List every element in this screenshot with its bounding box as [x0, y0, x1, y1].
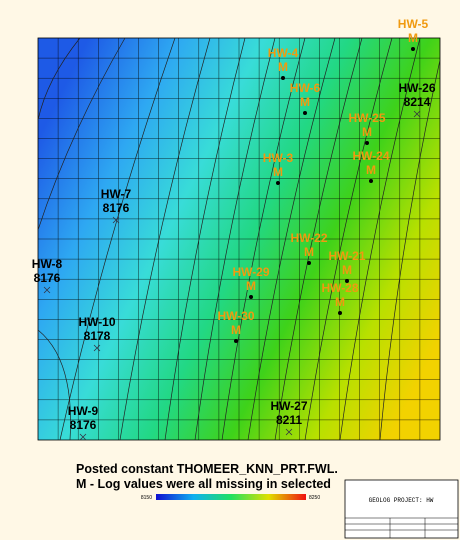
contour-line — [37, 37, 81, 121]
colorbar-max: 8250 — [309, 495, 320, 501]
well-value: M — [304, 245, 314, 259]
well-value: M — [335, 295, 345, 309]
well-value: M — [366, 163, 376, 177]
contour-line — [119, 37, 211, 441]
well-marker — [79, 433, 87, 441]
contour-line — [379, 59, 441, 441]
well-name: HW-6 — [290, 81, 321, 95]
well-marker — [369, 179, 373, 183]
well: HW-6M — [290, 81, 321, 115]
well-value: 8176 — [103, 201, 130, 215]
contour-line — [194, 37, 276, 441]
contour-line — [59, 37, 176, 441]
well-value: M — [408, 31, 418, 45]
contour-line — [274, 37, 363, 441]
contour-line — [339, 37, 421, 441]
well: HW-5M — [398, 17, 429, 51]
well-marker — [93, 344, 101, 352]
well-marker — [43, 286, 51, 294]
well-name: HW-3 — [263, 151, 294, 165]
well-marker — [338, 311, 342, 315]
well-name: HW-9 — [68, 404, 99, 418]
well-marker — [276, 181, 280, 185]
well: HW-28M — [321, 281, 359, 315]
well-marker — [234, 339, 238, 343]
grid — [38, 38, 440, 440]
caption-line: Posted constant THOMEER_KNN_PRT.FWL. — [76, 462, 338, 476]
well-marker — [411, 47, 415, 51]
well: HW-30M — [217, 309, 255, 343]
well-value: M — [300, 95, 310, 109]
well-name: HW-22 — [290, 231, 327, 245]
well-value: 8176 — [70, 418, 97, 432]
well-marker — [112, 216, 120, 224]
well-name: HW-27 — [270, 399, 307, 413]
well-name: HW-30 — [217, 309, 254, 323]
well-marker — [285, 428, 293, 436]
well: HW-24M — [352, 149, 390, 183]
well-value: M — [362, 125, 372, 139]
well-name: HW-21 — [328, 249, 365, 263]
well-value: M — [342, 263, 352, 277]
contour-line — [164, 37, 246, 441]
well-marker — [249, 295, 253, 299]
wells: HW-5MHW-4MHW-6MHW-268214HW-25MHW-24MHW-3… — [32, 17, 436, 441]
well-marker — [281, 76, 285, 80]
colorbar — [156, 494, 306, 500]
well-name: HW-5 — [398, 17, 429, 31]
contours — [37, 37, 441, 441]
well: HW-21M — [328, 249, 366, 283]
well-value: M — [231, 323, 241, 337]
well-marker — [413, 110, 421, 118]
well-marker — [303, 111, 307, 115]
contour-line — [37, 37, 126, 231]
well-value: 8214 — [404, 95, 431, 109]
title-block-title: GEOLOG PROJECT: HW — [369, 497, 434, 504]
caption-line: M - Log values were all missing in selec… — [76, 477, 331, 491]
contour-line — [221, 37, 306, 441]
well-value: M — [273, 165, 283, 179]
well: HW-3M — [263, 151, 294, 185]
well-name: HW-24 — [352, 149, 389, 163]
well-name: HW-29 — [232, 265, 269, 279]
well: HW-29M — [232, 265, 270, 299]
colorbar-min: 8150 — [141, 495, 152, 501]
well-name: HW-25 — [348, 111, 385, 125]
contour-line — [37, 329, 71, 441]
well: HW-22M — [290, 231, 328, 265]
well: HW-4M — [268, 46, 299, 80]
well-value: M — [246, 279, 256, 293]
contour-line — [247, 37, 336, 441]
well-value: 8211 — [276, 413, 302, 427]
well-value: M — [278, 60, 288, 74]
well-name: HW-8 — [32, 257, 63, 271]
well-value: 8178 — [84, 329, 111, 343]
well-name: HW-28 — [321, 281, 358, 295]
well-marker — [365, 141, 369, 145]
contour-line — [304, 37, 393, 441]
well-value: 8176 — [34, 271, 61, 285]
well: HW-25M — [348, 111, 386, 145]
well-marker — [345, 279, 349, 283]
well-name: HW-26 — [398, 81, 435, 95]
well-name: HW-4 — [268, 46, 299, 60]
title-block: GEOLOG PROJECT: HW — [344, 479, 459, 539]
well-name: HW-7 — [101, 187, 132, 201]
well-marker — [307, 261, 311, 265]
well-name: HW-10 — [78, 315, 115, 329]
